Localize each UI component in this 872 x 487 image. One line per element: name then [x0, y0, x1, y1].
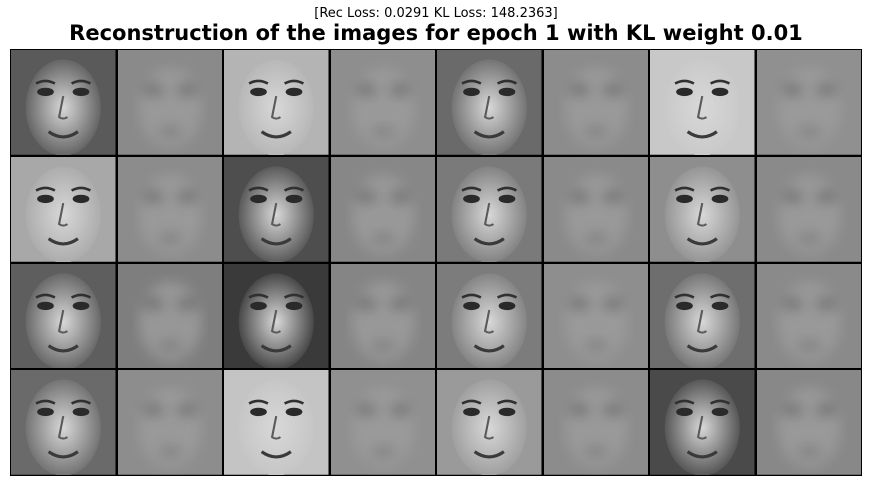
- figure-title: Reconstruction of the images for epoch 1…: [69, 21, 803, 45]
- original-face-image: [437, 263, 542, 369]
- original-face-image: [11, 370, 116, 475]
- reconstructed-face-image: [330, 156, 435, 262]
- reconstructed-face-image: [117, 50, 222, 155]
- original-face-image: [224, 263, 329, 369]
- original-face-image: [650, 263, 755, 369]
- reconstructed-face-image: [330, 370, 435, 475]
- reconstructed-face-image: [330, 263, 435, 369]
- original-face-image: [11, 263, 116, 369]
- original-face-image: [437, 370, 542, 475]
- reconstructed-face-image: [756, 156, 861, 262]
- original-face-image: [224, 370, 329, 475]
- reconstructed-face-image: [117, 263, 222, 369]
- reconstructed-face-image: [756, 263, 861, 369]
- original-face-image: [437, 50, 542, 155]
- reconstructed-face-image: [117, 370, 222, 475]
- original-face-image: [224, 156, 329, 262]
- reconstructed-face-image: [543, 263, 648, 369]
- original-face-image: [437, 156, 542, 262]
- reconstructed-face-image: [756, 370, 861, 475]
- original-face-image: [650, 50, 755, 155]
- reconstructed-face-image: [543, 156, 648, 262]
- reconstructed-face-image: [756, 50, 861, 155]
- original-face-image: [650, 370, 755, 475]
- reconstructed-face-image: [117, 156, 222, 262]
- reconstructed-face-image: [543, 50, 648, 155]
- original-face-image: [650, 156, 755, 262]
- reconstructed-face-image: [330, 50, 435, 155]
- original-face-image: [11, 156, 116, 262]
- original-face-image: [224, 50, 329, 155]
- loss-subtitle: [Rec Loss: 0.0291 KL Loss: 148.2363]: [314, 6, 558, 21]
- original-face-image: [11, 50, 116, 155]
- image-grid: [10, 49, 862, 476]
- reconstructed-face-image: [543, 370, 648, 475]
